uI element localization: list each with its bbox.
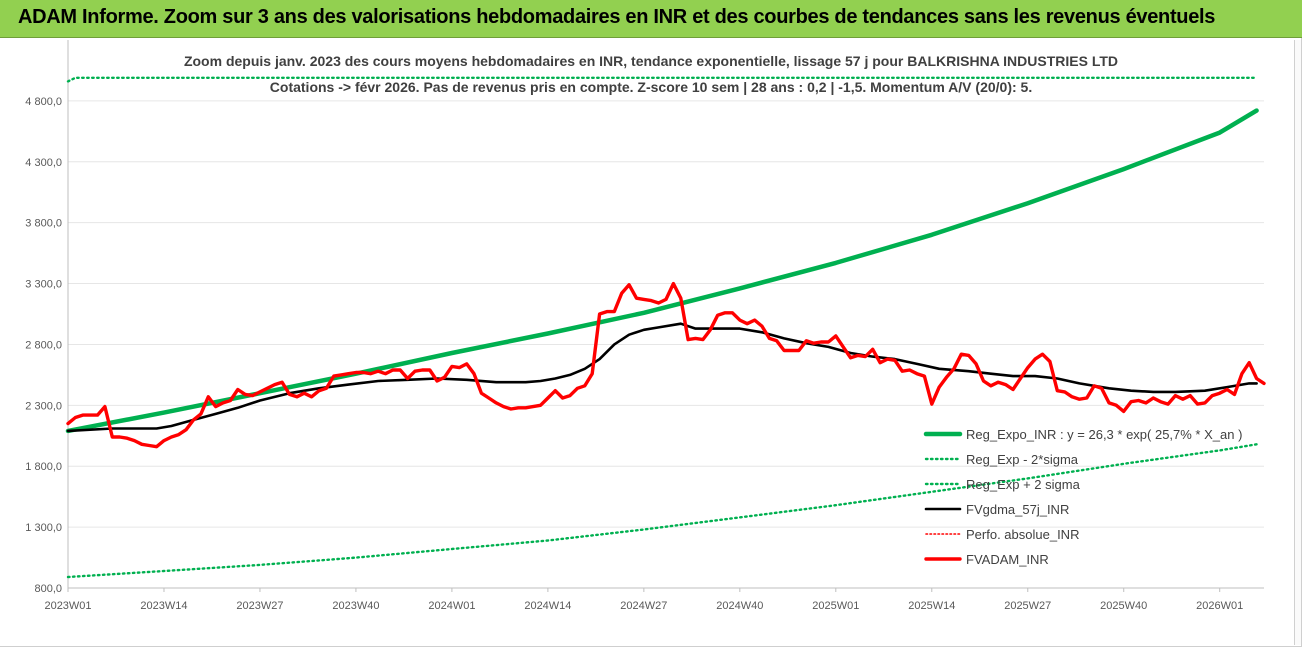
x-tick-label: 2024W27: [620, 600, 667, 612]
grid-lines: [68, 100, 1264, 589]
legend-label-sigma_high: Reg_Exp + 2 sigma: [966, 477, 1081, 492]
x-tick-label: 2024W40: [716, 600, 763, 612]
y-tick-label: 4 300,0: [25, 157, 62, 169]
y-tick-label: 3 800,0: [25, 218, 62, 230]
y-axis: 800,0 1 300,0 1 800,0 2 300,0 2 800,0 3 300,0…: [25, 40, 69, 595]
y-tick-label: 4 800,0: [25, 96, 62, 108]
x-tick-label: 2024W14: [524, 600, 571, 612]
x-tick-label: 2025W01: [812, 600, 859, 612]
x-tick-label: 2025W14: [908, 600, 955, 612]
x-tick-label: 2023W01: [44, 600, 91, 612]
y-tick-label: 3 300,0: [25, 279, 62, 291]
y-tick-label: 2 300,0: [25, 400, 62, 412]
x-tick-label: 2023W14: [140, 600, 187, 612]
x-tick-label: 2025W27: [1004, 600, 1051, 612]
legend-label-sigma_low: Reg_Exp - 2*sigma: [966, 452, 1079, 467]
x-tick-label: 2025W40: [1100, 600, 1147, 612]
series-line-fvgdma: [66, 322, 1258, 433]
legend-label-expo: Reg_Expo_INR : y = 26,3 * exp( 25,7% * X…: [966, 427, 1242, 442]
series-line-sigma_high: [66, 76, 1258, 83]
scrollbar[interactable]: [1294, 40, 1301, 645]
legend: Reg_Expo_INR : y = 26,3 * exp( 25,7% * X…: [923, 427, 1242, 567]
y-tick-label: 2 800,0: [25, 339, 62, 351]
page-title: ADAM Informe. Zoom sur 3 ans des valoris…: [18, 6, 1216, 28]
series-line-sigma_low: [66, 443, 1258, 579]
series-layer: [65, 76, 1266, 579]
chart-title-line2: Cotations -> févr 2026. Pas de revenus p…: [269, 79, 1033, 95]
legend-label-fvgdma: FVgdma_57j_INR: [966, 502, 1069, 517]
title-bar: ADAM Informe. Zoom sur 3 ans des valoris…: [0, 0, 1302, 38]
series-line-expo: [65, 108, 1259, 434]
x-tick-label: 2023W27: [236, 600, 283, 612]
x-axis: 2023W01 2023W14 2023W27 2023W40 2024W01 2024W…: [44, 587, 1264, 612]
x-tick-label: 2023W40: [332, 600, 379, 612]
x-tick-label: 2024W01: [428, 600, 475, 612]
x-tick-label: 2026W01: [1196, 600, 1243, 612]
y-tick-label: 1 300,0: [25, 522, 62, 534]
legend-label-perfo: Perfo. absolue_INR: [966, 527, 1079, 542]
legend-label-fvadam: FVADAM_INR: [966, 552, 1049, 567]
series-line-fvadam: [66, 281, 1266, 449]
y-tick-label: 1 800,0: [25, 461, 62, 473]
chart-title-line1: Zoom depuis janv. 2023 des cours moyens …: [183, 53, 1119, 69]
y-tick-label: 800,0: [34, 583, 62, 595]
